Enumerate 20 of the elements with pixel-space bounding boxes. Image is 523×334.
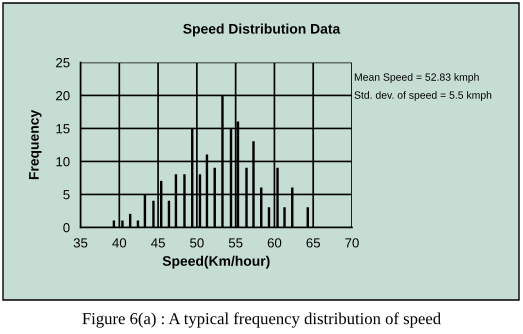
x-tick-label: 65 (306, 238, 320, 248)
text: Mean Speed = 52.83 kmph (354, 73, 479, 83)
x-tick-label: 50 (190, 238, 204, 248)
y-axis-title: Frequency (29, 110, 42, 180)
y-tick-label: 20 (56, 91, 70, 100)
y-tick-label: 15 (56, 124, 70, 134)
x-tick-label: 60 (268, 238, 282, 248)
x-tick-label: 70 (345, 238, 359, 248)
x-tick-label: 55 (228, 238, 242, 248)
x-axis-title: Speed(Km/hour) (162, 256, 270, 269)
text: Std. dev. of speed = 5.5 kmph (354, 91, 492, 101)
y-tick-label: 5 (63, 190, 70, 200)
caption: Figure 6(a) : A typical frequency distribution of speed (82, 312, 441, 328)
y-tick-label: 25 (56, 58, 70, 68)
x-tick-label: 45 (151, 238, 165, 248)
x-tick-label: 35 (74, 238, 88, 248)
x-tick-label: 40 (112, 238, 126, 248)
y-tick-label: 10 (56, 157, 70, 166)
y-tick-label: 0 (63, 223, 70, 232)
chart-title: Speed Distribution Data (183, 24, 340, 36)
